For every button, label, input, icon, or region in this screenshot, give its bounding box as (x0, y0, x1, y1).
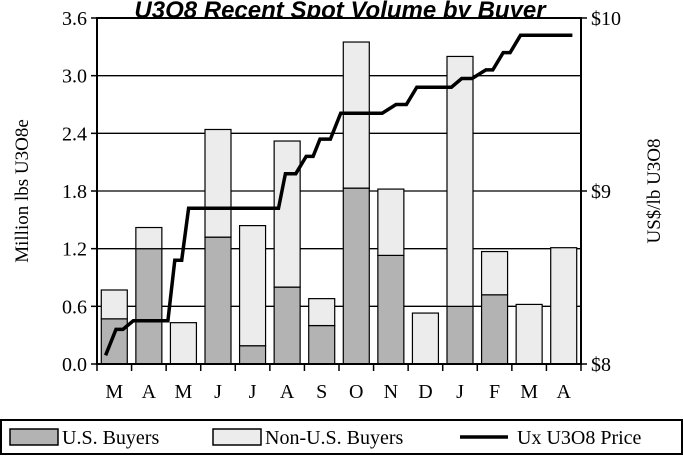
x-tick-label: J (456, 381, 464, 403)
x-tick-label: A (556, 381, 571, 403)
x-tick-label: A (142, 381, 157, 403)
x-tick-label: M (105, 381, 123, 403)
bar-non-us-buyers (378, 189, 404, 255)
y-tick-label: 2.4 (62, 123, 87, 145)
y-axis-title: Million lbs U3O8e (12, 119, 33, 263)
x-tick-label: D (418, 381, 432, 403)
bar-us-buyers (101, 319, 127, 364)
x-axis-ticks (97, 364, 581, 371)
bar-us-buyers (309, 326, 335, 364)
x-tick-label: M (175, 381, 193, 403)
bar-non-us-buyers (136, 228, 162, 249)
y-tick-label: 3.6 (62, 8, 87, 30)
bar-us-buyers (240, 346, 266, 364)
y2-tick-label: $9 (591, 181, 611, 203)
y-axis-ticks: 0.0 0.6 1.2 1.8 2.4 3.0 3.6 (62, 8, 97, 376)
bar-non-us-buyers (101, 290, 127, 319)
x-tick-label: N (384, 381, 398, 403)
bar-us-buyers (482, 295, 508, 364)
bar-non-us-buyers (274, 141, 300, 287)
bar-non-us-buyers (240, 226, 266, 346)
bar-non-us-buyers (309, 299, 335, 326)
y2-tick-label: $8 (591, 354, 611, 376)
bar-us-buyers (447, 306, 473, 364)
bar-us-buyers (136, 249, 162, 364)
y-tick-label: 0.0 (62, 354, 87, 376)
x-tick-label: O (349, 381, 363, 403)
bar-us-buyers (343, 188, 369, 364)
legend: U.S. Buyers Non-U.S. Buyers Ux U3O8 Pric… (1, 420, 682, 454)
x-tick-label: M (520, 381, 538, 403)
legend-swatch-us (10, 429, 58, 445)
bar-non-us-buyers (412, 313, 438, 364)
y-tick-label: 1.2 (62, 239, 87, 261)
legend-swatch-nonus (213, 429, 261, 445)
bar-non-us-buyers (447, 56, 473, 306)
bar-non-us-buyers (343, 42, 369, 188)
x-tick-label: A (280, 381, 295, 403)
legend-label-nonus: Non-U.S. Buyers (265, 427, 404, 449)
x-tick-label: J (249, 381, 257, 403)
x-tick-label: F (489, 381, 500, 403)
bar-us-buyers (378, 255, 404, 364)
bar-us-buyers (205, 237, 231, 364)
legend-label-us: U.S. Buyers (62, 427, 159, 449)
legend-label-price: Ux U3O8 Price (517, 427, 642, 449)
y-tick-label: 3.0 (62, 66, 87, 88)
bar-us-buyers (274, 287, 300, 364)
y-tick-label: 1.8 (62, 181, 87, 203)
y2-axis-ticks: $8 $9 $10 (581, 8, 621, 376)
x-tick-label: J (214, 381, 222, 403)
bar-non-us-buyers (551, 248, 577, 364)
y-tick-label: 0.6 (62, 296, 87, 318)
y2-axis-title: US$/lb U3O8 (644, 138, 665, 243)
bar-non-us-buyers (170, 323, 196, 364)
bar-non-us-buyers (205, 129, 231, 237)
bar-non-us-buyers (482, 252, 508, 295)
y2-tick-label: $10 (591, 8, 621, 30)
bar-non-us-buyers (516, 304, 542, 364)
x-tick-label: S (316, 381, 327, 403)
